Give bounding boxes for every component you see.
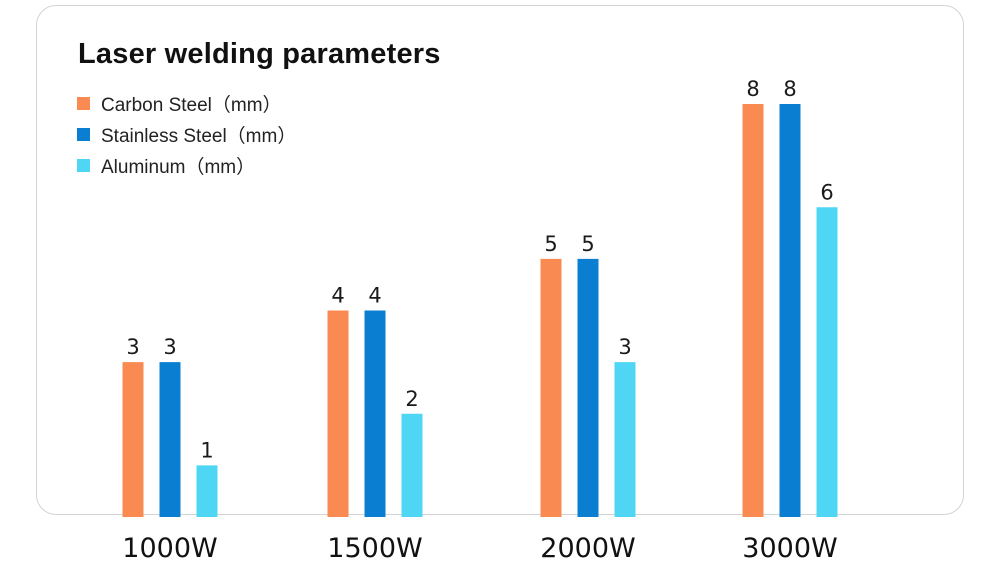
- bar-stainless-steel-1500w: [364, 310, 386, 517]
- legend-label-aluminum: Aluminum（mm）: [101, 157, 256, 178]
- value-label-stainless-steel-1000w: 3: [163, 335, 176, 359]
- chart-card: [36, 5, 964, 515]
- value-label-stainless-steel-1500w: 4: [368, 284, 381, 308]
- legend-item-stainless-steel: Stainless Steel（mm）: [77, 119, 296, 150]
- bar-aluminum-1000w: [196, 465, 218, 517]
- bar-stainless-steel-2000w: [577, 258, 599, 517]
- value-label-aluminum-2000w: 3: [618, 335, 631, 359]
- legend-item-aluminum: Aluminum（mm）: [77, 150, 296, 181]
- bar-stainless-steel-3000w: [779, 104, 801, 517]
- value-label-aluminum-1000w: 1: [200, 438, 213, 462]
- value-label-carbon-steel-1500w: 4: [331, 284, 344, 308]
- legend-swatch-aluminum: [77, 159, 90, 172]
- value-label-carbon-steel-2000w: 5: [544, 232, 557, 256]
- legend-item-carbon-steel: Carbon Steel（mm）: [77, 88, 296, 119]
- value-label-carbon-steel-1000w: 3: [126, 335, 139, 359]
- x-tick-label-1000w: 1000W: [122, 533, 217, 562]
- value-label-stainless-steel-3000w: 8: [783, 77, 796, 101]
- bar-carbon-steel-1000w: [122, 362, 144, 517]
- bar-carbon-steel-2000w: [540, 258, 562, 517]
- legend-swatch-carbon-steel: [77, 97, 90, 110]
- legend-label-carbon-steel: Carbon Steel（mm）: [101, 95, 282, 116]
- x-tick-label-1500w: 1500W: [327, 533, 422, 562]
- legend-label-stainless-steel: Stainless Steel（mm）: [101, 126, 297, 147]
- x-tick-label-2000w: 2000W: [540, 533, 635, 562]
- chart-title: Laser welding parameters: [78, 38, 441, 70]
- bar-carbon-steel-1500w: [327, 310, 349, 517]
- x-tick-label-3000w: 3000W: [742, 533, 837, 562]
- value-label-aluminum-1500w: 2: [405, 387, 418, 411]
- value-label-aluminum-3000w: 6: [820, 180, 833, 204]
- bar-aluminum-3000w: [816, 207, 838, 517]
- legend: Carbon Steel（mm） Stainless Steel（mm） Alu…: [77, 88, 296, 181]
- value-label-carbon-steel-3000w: 8: [746, 77, 759, 101]
- bar-aluminum-1500w: [401, 413, 423, 517]
- legend-swatch-stainless-steel: [77, 128, 90, 141]
- bar-carbon-steel-3000w: [742, 104, 764, 517]
- bar-stainless-steel-1000w: [159, 362, 181, 517]
- bar-aluminum-2000w: [614, 362, 636, 517]
- value-label-stainless-steel-2000w: 5: [581, 232, 594, 256]
